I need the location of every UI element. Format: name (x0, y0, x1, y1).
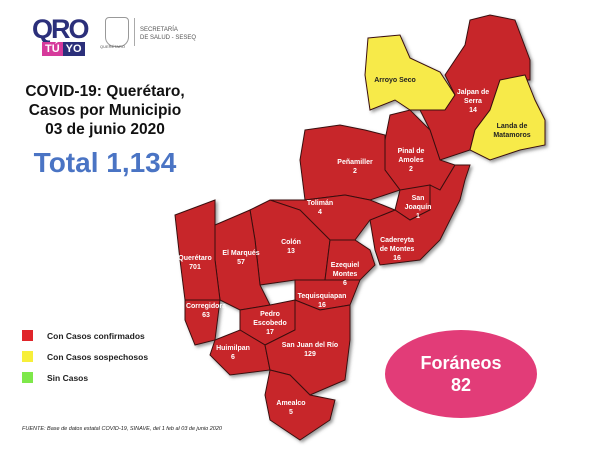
region-corregidora[interactable] (184, 299, 221, 346)
legend-suspected: Con Casos sospechosos (22, 351, 148, 362)
title-line2: Casos por Municipio (28, 102, 182, 119)
municipality-label: Jalpan de (457, 89, 489, 96)
municipality-label: Ezequiel (331, 262, 359, 269)
municipality-label: Serra (464, 98, 482, 105)
municipality-cases: 4 (318, 209, 322, 216)
logo-tu: TÚ (42, 42, 63, 56)
foraneos-value: 82 (450, 375, 472, 395)
municipality-label: Matamoros (493, 132, 530, 139)
swatch-none (22, 372, 33, 383)
municipality-label: Peñamiller (337, 159, 373, 166)
municipality-label: Tolimán (307, 200, 333, 207)
municipality-cases: 16 (318, 302, 326, 309)
municipality-label: San Juan del Río (282, 342, 338, 349)
region-landa-de[interactable] (469, 74, 546, 161)
region-cadereyta[interactable] (369, 164, 471, 266)
municipality-cases: 57 (237, 259, 245, 266)
logo-yo: YO (62, 42, 85, 56)
title-line3: 03 de junio 2020 (45, 121, 165, 138)
seal-label: QUERÉTARO (100, 44, 126, 49)
legend-label: Sin Casos (47, 372, 89, 383)
qro-logo: QRO (32, 14, 89, 44)
municipality-label: Cadereyta (380, 237, 414, 244)
municipality-cases: 13 (287, 248, 295, 255)
title-line1: COVID-19: Querétaro, (25, 83, 185, 100)
municipality-cases: 6 (231, 354, 235, 361)
municipality-cases: 14 (469, 107, 477, 114)
legend-none: Sin Casos (22, 372, 88, 383)
foraneos-label: Foráneos (420, 353, 502, 373)
municipality-label: El Marqués (222, 250, 259, 257)
municipality-cases: 1 (416, 213, 420, 220)
municipality-label: Escobedo (253, 320, 286, 327)
secretaria-line1: SECRETARÍA (140, 27, 178, 33)
region-amealco[interactable] (264, 369, 336, 441)
municipality-cases: 2 (353, 168, 357, 175)
page-title: COVID-19: Querétaro, Casos por Municipio 0… (0, 82, 210, 139)
municipality-cases: 16 (393, 255, 401, 262)
municipality-label: San (412, 195, 425, 202)
municipality-label: Querétaro (178, 255, 211, 262)
municipality-cases: 6 (343, 280, 347, 287)
municipality-label: Montes (333, 271, 358, 278)
municipality-cases: 5 (289, 409, 293, 416)
divider (134, 18, 135, 46)
secretaria-label: SECRETARÍA DE SALUD - SESEQ (140, 26, 196, 42)
total-cases: Total 1,134 (33, 147, 177, 178)
municipality-cases: 17 (266, 329, 274, 336)
municipality-label: Landa de (497, 123, 528, 130)
municipality-label: Amoles (398, 157, 423, 164)
municipality-label: Pinal de (398, 148, 425, 155)
municipality-label: Amealco (276, 400, 305, 407)
municipality-cases: 129 (304, 351, 316, 358)
legend-label: Con Casos sospechosos (47, 351, 149, 362)
swatch-suspected (22, 351, 33, 362)
region-queretaro[interactable] (174, 199, 221, 301)
municipality-label: Arroyo Seco (374, 77, 416, 84)
tuyo-logo: TÚ YO (42, 42, 85, 56)
municipality-label: de Montes (380, 246, 415, 253)
municipality-cases: 701 (189, 264, 201, 271)
queretaro-seal-icon (105, 17, 129, 47)
municipality-label: Colón (281, 239, 301, 246)
secretaria-line2: DE SALUD - SESEQ (140, 35, 197, 41)
municipality-label: Huimilpan (216, 345, 250, 352)
municipality-cases: 63 (202, 312, 210, 319)
municipality-cases: 2 (409, 166, 413, 173)
municipality-label: Joaquín (405, 204, 432, 211)
legend-label: Con Casos confirmados (47, 330, 145, 341)
swatch-confirmed (22, 330, 33, 341)
municipality-label: Corregidora (186, 303, 226, 310)
legend-confirmed: Con Casos confirmados (22, 330, 145, 341)
region-arroyo-seco[interactable] (364, 34, 456, 111)
municipality-label: Pedro (260, 311, 280, 318)
municipality-label: Tequisquiapan (298, 293, 347, 300)
source-note: FUENTE: Base de datos estatal COVID-19, … (22, 426, 222, 432)
foraneos-badge: Foráneos 82 (385, 330, 537, 418)
